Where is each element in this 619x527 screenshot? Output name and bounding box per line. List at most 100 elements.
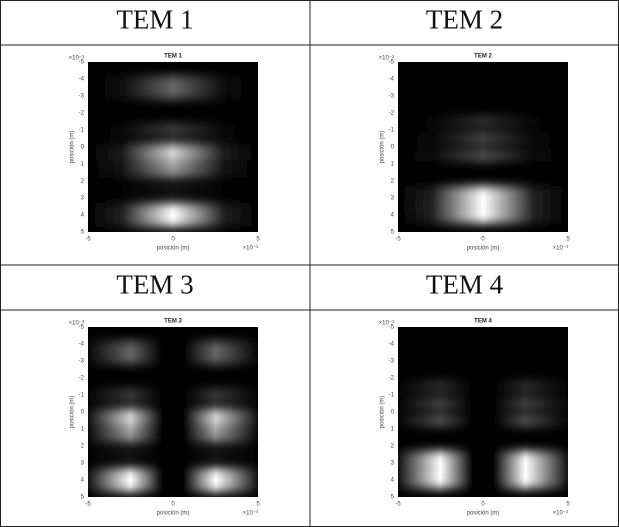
intensity-band: [398, 451, 568, 488]
y-tick-label: 0: [391, 145, 395, 151]
x-exponent: ×10⁻³: [553, 511, 568, 517]
y-axis-label: posición (m): [70, 131, 76, 164]
y-tick-label: -2: [389, 376, 395, 382]
y-tick-label: 5: [391, 495, 395, 501]
x-exponent: ×10⁻³: [243, 246, 258, 252]
intensity-band: [88, 450, 258, 459]
x-tick-label: -5: [395, 502, 401, 508]
y-tick-label: 0: [391, 410, 395, 416]
column-header: TEM 2: [426, 5, 503, 35]
x-tick-label: -5: [85, 237, 91, 243]
intensity-band: [398, 186, 568, 223]
heatmap: [88, 76, 258, 227]
intensity-band: [88, 76, 258, 100]
y-tick-label: -3: [79, 359, 85, 365]
y-tick-label: -2: [79, 376, 85, 382]
y-tick-label: -2: [79, 111, 85, 117]
y-tick-label: 0: [81, 410, 85, 416]
y-tick-label: 5: [391, 230, 395, 236]
plot-title: TEM 2: [474, 54, 492, 60]
y-tick-label: -4: [389, 342, 395, 348]
x-tick-label: 0: [481, 502, 485, 508]
x-axis-label: posición (m): [467, 511, 500, 517]
intensity-band: [88, 426, 258, 443]
y-axis-label: posición (m): [380, 131, 386, 164]
intensity-band: [398, 116, 568, 128]
intensity-band: [88, 144, 258, 161]
intensity-band: [88, 341, 258, 365]
y-tick-label: -5: [389, 325, 395, 331]
plot-title: TEM 1: [164, 54, 182, 60]
y-tick-label: -5: [79, 60, 85, 66]
column-header: TEM 4: [426, 270, 504, 300]
y-tick-label: 1: [81, 162, 85, 168]
x-axis-label: posición (m): [157, 246, 190, 252]
y-tick-label: -1: [389, 128, 395, 134]
y-tick-label: 5: [81, 230, 85, 236]
intensity-band: [88, 161, 258, 178]
y-tick-label: 2: [391, 179, 395, 185]
intensity-band: [88, 185, 258, 194]
intensity-band: [398, 381, 568, 393]
intensity-band: [88, 123, 258, 137]
y-tick-label: -2: [389, 111, 395, 117]
x-exponent: ×10⁻³: [553, 246, 568, 252]
y-tick-label: 1: [81, 427, 85, 433]
y-tick-label: 2: [81, 444, 85, 450]
x-tick-label: -5: [395, 237, 401, 243]
y-tick-label: -1: [389, 393, 395, 399]
x-exponent: ×10⁻³: [243, 511, 258, 517]
table-figure: TEM 1 TEM 2 TEM 3 TEM 4 TEM 1 ×10⁻³ -5 -4 -3 -2 -1…: [0, 0, 619, 527]
intensity-band: [398, 150, 568, 162]
y-tick-label: -5: [389, 60, 395, 66]
heatmap: [88, 341, 258, 492]
column-header: TEM 1: [116, 5, 193, 35]
y-tick-label: 1: [391, 427, 395, 433]
y-tick-label: -3: [389, 94, 395, 100]
y-tick-label: 4: [81, 478, 85, 484]
y-tick-label: -1: [79, 128, 85, 134]
y-tick-label: 3: [81, 196, 85, 202]
y-tick-label: 3: [81, 461, 85, 467]
y-tick-label: -4: [389, 77, 395, 83]
x-tick-label: 5: [566, 502, 570, 508]
x-tick-label: 0: [171, 502, 175, 508]
y-tick-label: 4: [391, 213, 395, 219]
plot-title: TEM 4: [474, 319, 492, 325]
plot-title: TEM 3: [164, 319, 182, 325]
column-header: TEM 3: [116, 270, 193, 300]
x-tick-label: -5: [85, 502, 91, 508]
intensity-band: [88, 388, 258, 402]
heatmap-bands: [88, 341, 258, 492]
x-axis-label: posición (m): [467, 246, 500, 252]
heatmap-bands: [88, 76, 258, 227]
y-tick-label: 0: [81, 145, 85, 151]
y-tick-label: 3: [391, 461, 395, 467]
y-axis-label: posición (m): [70, 396, 76, 429]
intensity-band: [88, 468, 258, 492]
y-tick-label: 3: [391, 196, 395, 202]
x-tick-label: 5: [256, 502, 260, 508]
y-tick-label: -3: [79, 94, 85, 100]
y-tick-label: 2: [81, 179, 85, 185]
y-tick-label: 4: [81, 213, 85, 219]
y-tick-label: 1: [391, 162, 395, 168]
y-tick-label: -1: [79, 393, 85, 399]
intensity-band: [398, 133, 568, 145]
y-tick-label: -5: [79, 325, 85, 331]
intensity-band: [88, 409, 258, 426]
y-axis-label: posición (m): [380, 396, 386, 429]
x-tick-label: 5: [566, 237, 570, 243]
intensity-band: [398, 398, 568, 410]
intensity-band: [398, 415, 568, 427]
y-tick-label: -3: [389, 359, 395, 365]
x-tick-label: 0: [481, 237, 485, 243]
y-tick-label: 2: [391, 444, 395, 450]
y-tick-label: -4: [79, 342, 85, 348]
x-tick-label: 5: [256, 237, 260, 243]
y-tick-label: -4: [79, 77, 85, 83]
